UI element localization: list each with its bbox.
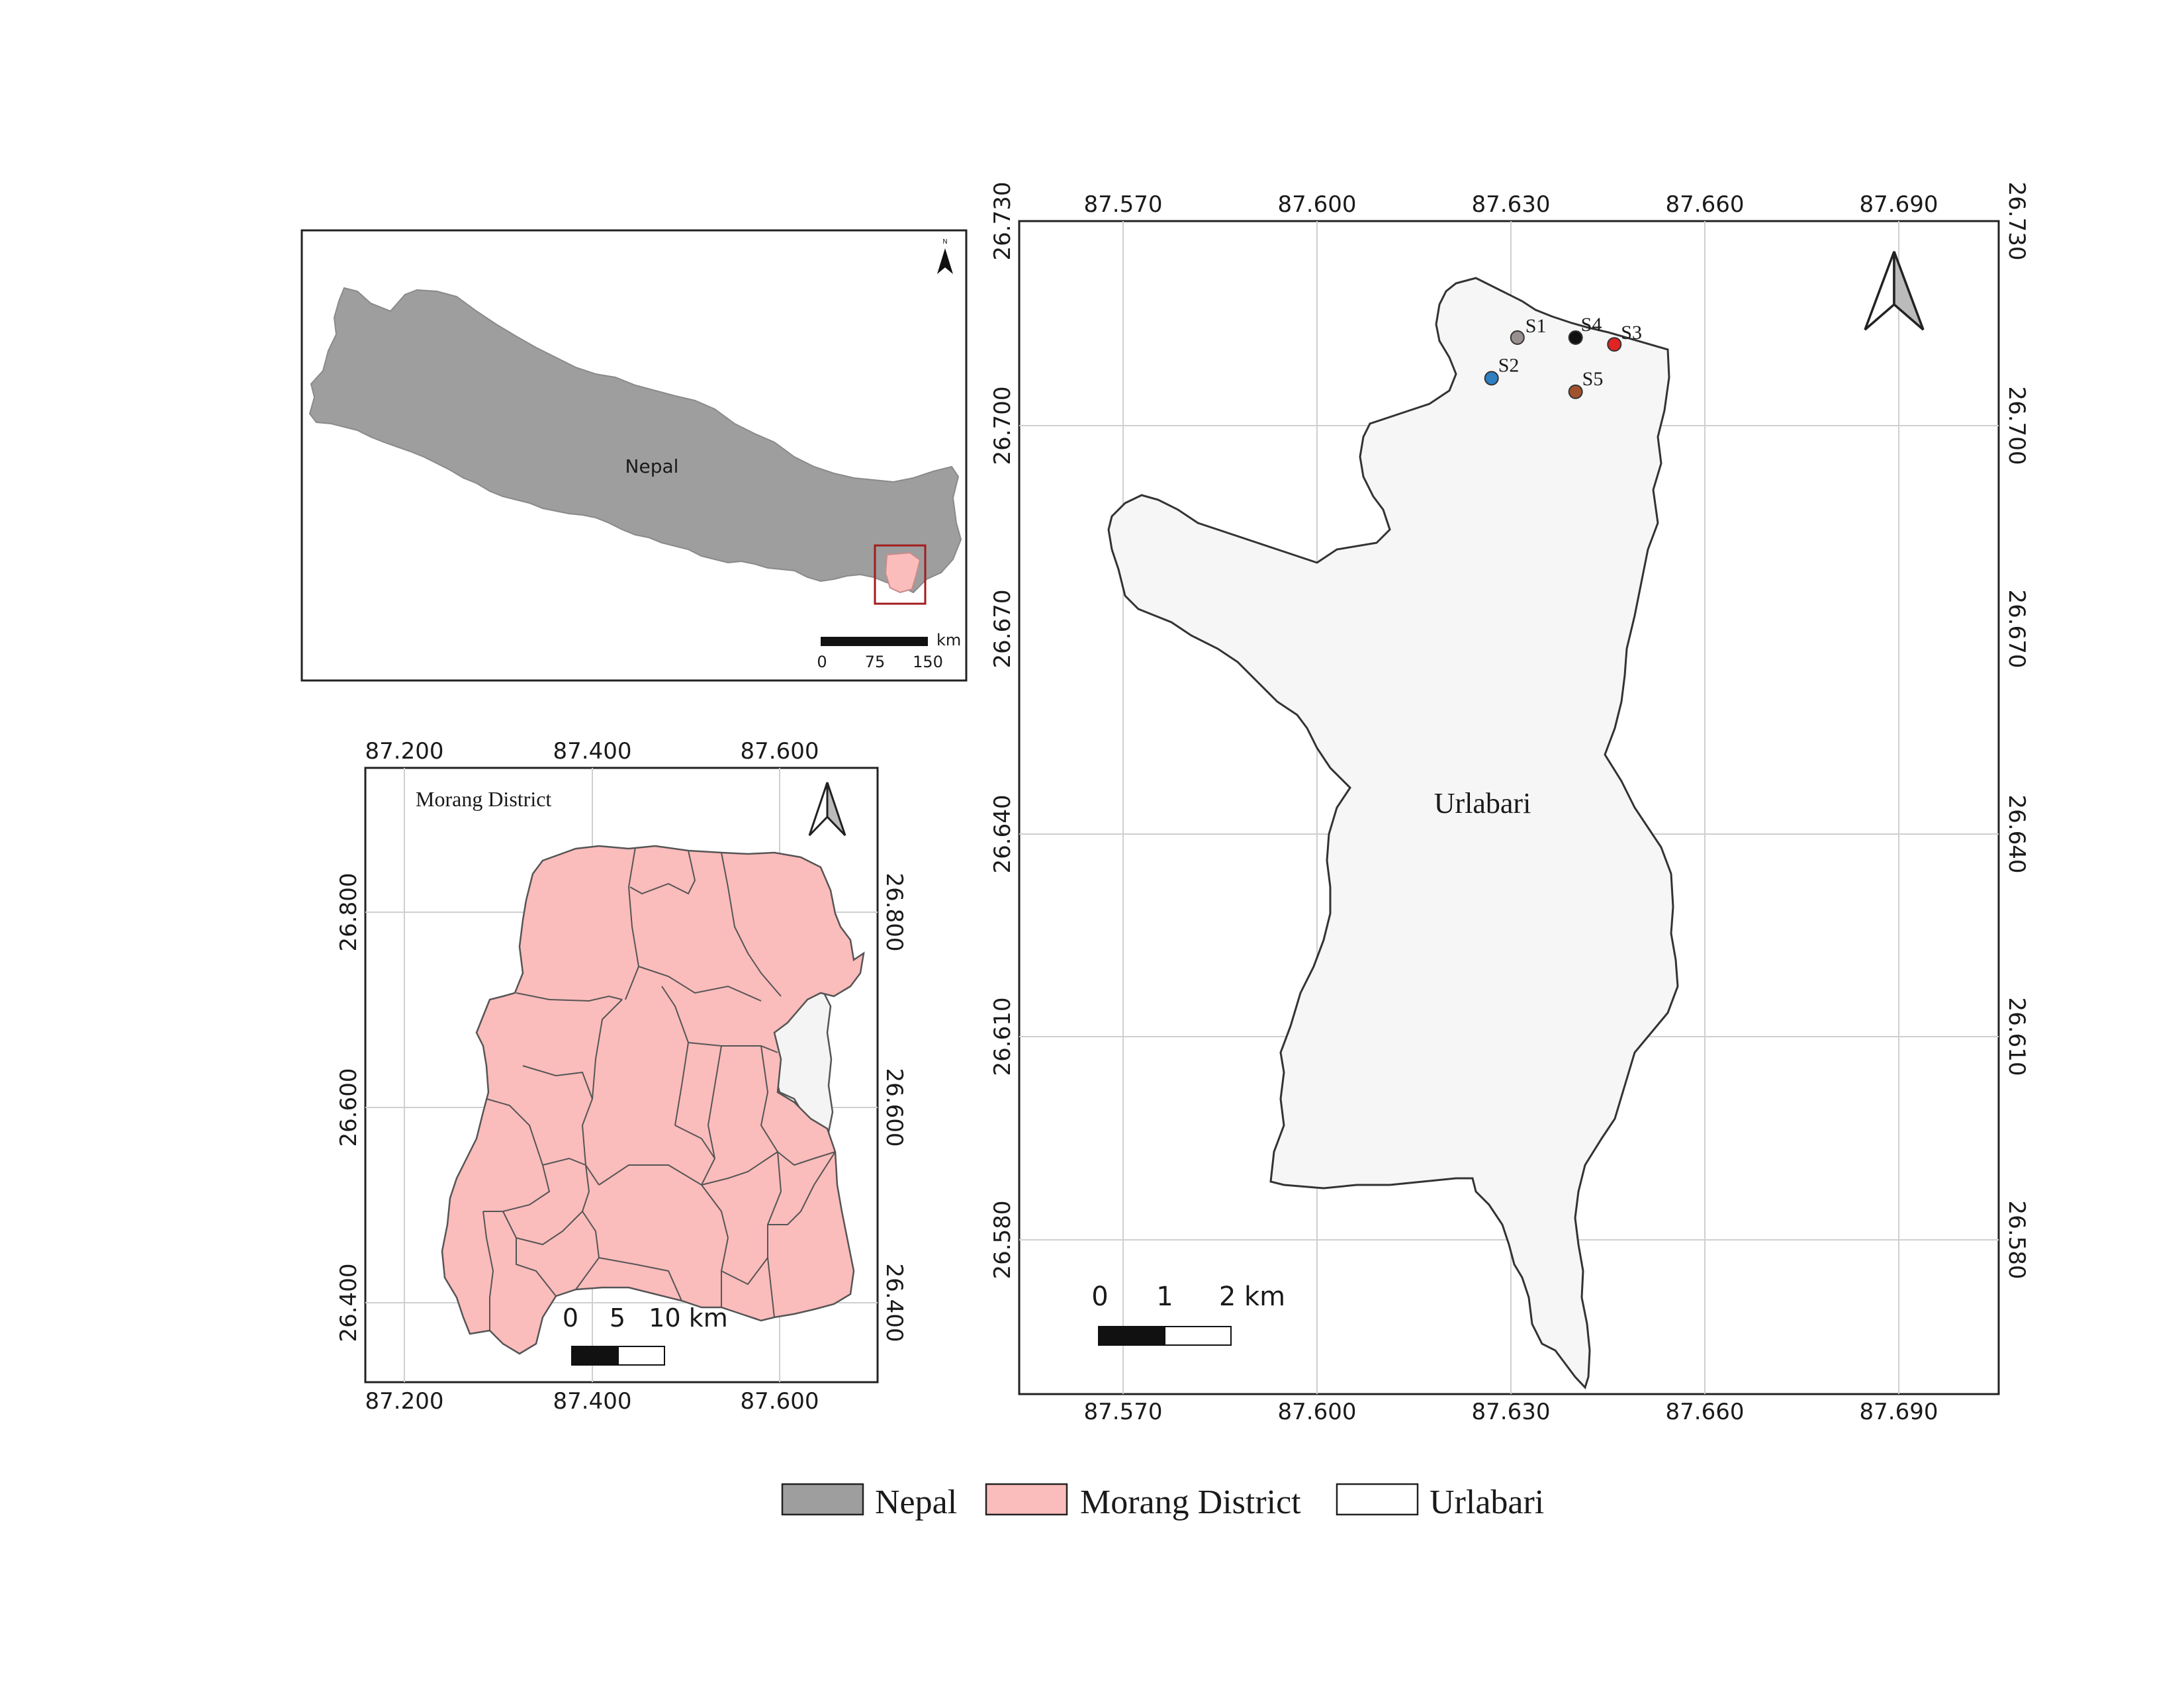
morang-extent-box (874, 544, 927, 605)
legend-swatch-morang (985, 1483, 1068, 1516)
urlabari-x-tick-top: 87.600 (1278, 191, 1357, 218)
urlabari-y-tick-left: 26.730 (989, 182, 1016, 261)
urlabari-scale-tick: 1 (1156, 1282, 1173, 1312)
morang-district-map: Morang District 87.200 87.400 87.600 87.… (336, 738, 907, 1415)
site-label-s3: S3 (1621, 322, 1642, 344)
legend-item-nepal: Nepal (781, 1483, 957, 1521)
legend-swatch-nepal (781, 1483, 864, 1516)
north-letter: N (942, 238, 947, 246)
legend-item-morang: Morang District (985, 1483, 1301, 1521)
urlabari-y-tick-left: 26.610 (989, 998, 1016, 1076)
morang-x-tick-top: 87.400 (553, 738, 632, 765)
site-marker-s4 (1568, 330, 1583, 345)
urlabari-y-tick-right: 26.640 (2003, 795, 2030, 874)
urlabari-y-tick-right: 26.580 (2003, 1201, 2030, 1280)
legend-label: Morang District (1080, 1483, 1301, 1521)
urlabari-y-tick-right: 26.610 (2003, 998, 2030, 1076)
site-label-s2: S2 (1498, 354, 1520, 376)
morang-scale-tick: 0 (563, 1303, 578, 1333)
urlabari-x-tick-bottom: 87.660 (1666, 1399, 1745, 1425)
nepal-country-shape (308, 287, 962, 594)
urlabari-y-ticks-right: 26.730 26.700 26.670 26.640 26.610 26.58… (2003, 182, 2030, 1280)
urlabari-scale-bar: 0 1 2 km (1091, 1282, 1285, 1346)
legend-label: Urlabari (1430, 1483, 1544, 1521)
morang-x-ticks-top: 87.200 87.400 87.600 (365, 738, 819, 765)
site-label-s5: S5 (1582, 368, 1604, 390)
morang-x-tick-top: 87.600 (741, 738, 819, 765)
morang-x-tick-bottom: 87.400 (553, 1388, 632, 1415)
morang-y-tick-right: 26.600 (881, 1068, 907, 1147)
morang-north-arrow (808, 782, 846, 837)
urlabari-x-tick-top: 87.690 (1860, 191, 1938, 218)
morang-y-tick-right: 26.800 (881, 873, 907, 952)
urlabari-scale-tick: 2 km (1219, 1282, 1285, 1312)
urlabari-x-tick-top: 87.660 (1666, 191, 1745, 218)
urlabari-x-tick-bottom: 87.690 (1860, 1399, 1938, 1425)
urlabari-y-tick-right: 26.670 (2003, 590, 2030, 669)
legend-label: Nepal (875, 1483, 957, 1521)
site-marker-s3 (1607, 337, 1622, 352)
morang-scale-tick: 10 km (649, 1303, 727, 1333)
urlabari-map-frame (1018, 220, 2000, 1395)
morang-district-shape (441, 845, 865, 1355)
nepal-scale-tick-2: 150 (913, 653, 943, 671)
morang-y-tick-left: 26.800 (336, 873, 362, 952)
morang-scale-tick: 5 (610, 1303, 625, 1333)
urlabari-scale-tick: 0 (1091, 1282, 1108, 1312)
urlabari-x-tick-bottom: 87.600 (1278, 1399, 1357, 1425)
morang-map-title: Morang District (416, 787, 551, 811)
nepal-inset-map: Nepal N km 0 75 150 (300, 229, 968, 682)
nepal-scale-tick-1: 75 (865, 653, 886, 671)
morang-x-tick-bottom: 87.600 (741, 1388, 819, 1415)
morang-y-tick-right: 26.400 (881, 1264, 907, 1342)
urlabari-x-tick-bottom: 87.570 (1084, 1399, 1163, 1425)
site-marker-s5 (1568, 384, 1583, 399)
urlabari-x-ticks-bottom: 87.570 87.600 87.630 87.660 87.690 (1084, 1399, 1938, 1425)
urlabari-x-tick-top: 87.570 (1084, 191, 1163, 218)
municipality-boundaries (482, 847, 836, 1331)
morang-x-tick-bottom: 87.200 (365, 1388, 444, 1415)
site-label-s1: S1 (1525, 315, 1547, 337)
urlabari-y-tick-right: 26.730 (2003, 182, 2030, 261)
urlabari-area-label: Urlabari (1434, 787, 1531, 820)
urlabari-x-tick-bottom: 87.630 (1472, 1399, 1551, 1425)
urlabari-north-arrow (1864, 251, 1925, 331)
morang-y-tick-left: 26.400 (336, 1264, 362, 1342)
morang-x-ticks-bottom: 87.200 87.400 87.600 (365, 1388, 819, 1415)
site-marker-s2 (1484, 371, 1499, 386)
legend-swatch-urlabari (1336, 1483, 1419, 1516)
urlabari-boundary (1107, 277, 1679, 1389)
nepal-country-label: Nepal (625, 455, 679, 477)
urlabari-y-tick-right: 26.700 (2003, 387, 2030, 465)
urlabari-y-ticks-left: 26.730 26.700 26.670 26.640 26.610 26.58… (989, 182, 1016, 1280)
morang-map-frame (364, 767, 879, 1383)
nepal-north-arrow: N (937, 238, 953, 274)
nepal-scale-unit: km (936, 631, 961, 649)
urlabari-y-tick-left: 26.640 (989, 795, 1016, 874)
nepal-scale-tick-0: 0 (817, 653, 827, 671)
urlabari-y-tick-left: 26.700 (989, 387, 1016, 465)
morang-y-ticks-left: 26.800 26.600 26.400 (336, 873, 362, 1342)
legend-item-urlabari: Urlabari (1336, 1483, 1544, 1521)
urlabari-y-tick-left: 26.670 (989, 590, 1016, 669)
nepal-scale-bar: km 0 75 150 (817, 631, 961, 671)
nepal-inset-frame (300, 229, 968, 682)
morang-district-location (884, 551, 921, 594)
morang-y-tick-left: 26.600 (336, 1068, 362, 1147)
urlabari-x-tick-top: 87.630 (1472, 191, 1551, 218)
site-label-s4: S4 (1581, 314, 1602, 336)
legend: Nepal Morang District Urlabari (781, 1483, 1544, 1521)
morang-x-tick-top: 87.200 (365, 738, 444, 765)
urlabari-x-ticks-top: 87.570 87.600 87.630 87.660 87.690 (1084, 191, 1938, 218)
morang-y-ticks-right: 26.800 26.600 26.400 (881, 873, 907, 1342)
urlabari-y-tick-left: 26.580 (989, 1201, 1016, 1280)
site-marker-s1 (1510, 330, 1525, 345)
morang-scale-bar: 0 5 10 km (563, 1303, 728, 1366)
